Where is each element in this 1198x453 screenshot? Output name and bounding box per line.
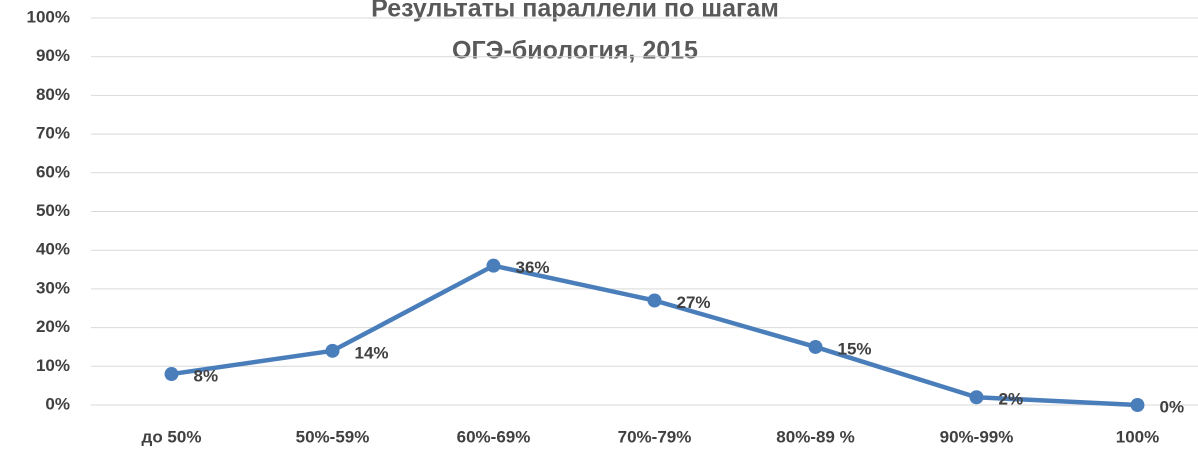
data-label: 27% <box>677 293 711 312</box>
y-tick-label: 50% <box>36 201 70 220</box>
y-tick-label: 40% <box>36 240 70 259</box>
data-line <box>171 263 1138 408</box>
data-label: 2% <box>999 390 1024 409</box>
x-tick-label: 50%-59% <box>296 427 370 446</box>
data-point <box>647 293 662 308</box>
y-tick-label: 20% <box>36 317 70 336</box>
x-tick-label: 80%-89 % <box>776 427 854 446</box>
y-tick-label: 10% <box>36 356 70 375</box>
y-tick-label: 60% <box>36 162 70 181</box>
data-point <box>164 367 179 382</box>
x-tick-label: 70%-79% <box>618 427 692 446</box>
data-point <box>325 343 340 358</box>
x-tick-label: до 50% <box>142 427 202 446</box>
data-point <box>969 390 984 405</box>
y-tick-label: 80% <box>36 85 70 104</box>
chart-subtitle: ОГЭ-биология, 2015 <box>452 37 698 65</box>
data-label: 14% <box>355 343 389 362</box>
y-tick-label: 30% <box>36 278 70 297</box>
data-point <box>486 258 501 273</box>
x-tick-label: 90%-99% <box>940 427 1014 446</box>
data-label: 15% <box>838 339 872 358</box>
x-tick-label: 100% <box>1116 427 1159 446</box>
data-point <box>808 339 823 354</box>
chart-title: Результаты параллели по шагам <box>371 0 779 23</box>
y-tick-label: 100% <box>27 7 70 26</box>
data-label: 0% <box>1160 397 1185 416</box>
y-tick-label: 0% <box>45 394 70 413</box>
data-label: 36% <box>516 258 550 277</box>
y-tick-label: 70% <box>36 124 70 143</box>
x-tick-label: 60%-69% <box>457 427 531 446</box>
y-tick-label: 90% <box>36 46 70 65</box>
data-point <box>1130 398 1145 412</box>
data-label: 8% <box>194 367 219 386</box>
